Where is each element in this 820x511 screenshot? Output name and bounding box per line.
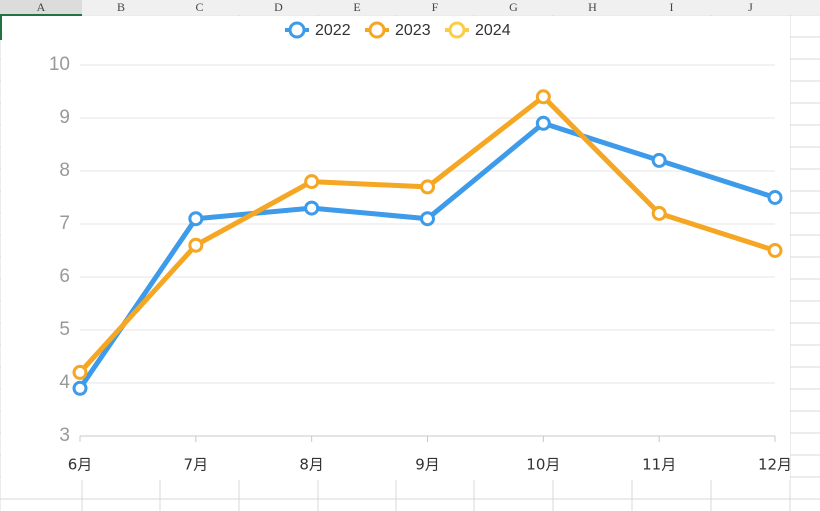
y-tick-label: 3 <box>59 425 70 446</box>
column-header-bar <box>0 0 820 15</box>
column-header: D <box>274 0 283 14</box>
y-tick-label: 9 <box>59 107 70 128</box>
y-tick-label: 8 <box>59 160 70 181</box>
data-point <box>767 243 783 258</box>
y-tick-label: 7 <box>59 213 70 234</box>
x-tick-label: 11月 <box>642 456 676 474</box>
data-point <box>767 190 783 205</box>
column-header: J <box>748 0 753 14</box>
y-tick-label: 5 <box>59 319 70 340</box>
legend-label: 2022 <box>315 22 351 39</box>
x-tick-label: 12月 <box>758 456 792 474</box>
data-point <box>304 200 320 216</box>
data-point <box>535 115 551 131</box>
legend-marker <box>448 21 466 39</box>
x-tick-label: 10月 <box>526 456 560 474</box>
column-header: I <box>670 0 674 14</box>
column-header: A <box>37 0 46 14</box>
data-point <box>420 179 435 195</box>
data-point <box>72 364 88 380</box>
x-tick-label: 7月 <box>184 456 209 474</box>
data-point <box>188 211 204 227</box>
x-tick-label: 8月 <box>299 456 324 474</box>
legend-label: 2024 <box>475 22 511 39</box>
data-point <box>651 205 667 221</box>
column-header: H <box>588 0 597 14</box>
chart-area <box>1 16 790 480</box>
column-header: C <box>195 0 203 14</box>
data-point <box>535 89 551 105</box>
column-header: G <box>509 0 518 14</box>
y-tick-label: 4 <box>59 372 70 393</box>
legend-label: 2023 <box>395 22 431 39</box>
data-point <box>420 211 435 227</box>
selected-column-header <box>0 0 82 15</box>
legend-marker <box>368 21 386 39</box>
legend-marker <box>288 21 306 39</box>
column-header: E <box>353 0 360 14</box>
y-tick-label: 6 <box>59 266 70 287</box>
data-point <box>188 237 204 253</box>
x-tick-label: 6月 <box>68 456 93 474</box>
data-point <box>304 174 320 190</box>
y-tick-label: 10 <box>49 54 70 75</box>
data-point <box>72 380 88 396</box>
data-point <box>651 152 667 168</box>
column-header: B <box>117 0 125 14</box>
x-tick-label: 9月 <box>415 456 440 474</box>
column-header: F <box>432 0 439 14</box>
